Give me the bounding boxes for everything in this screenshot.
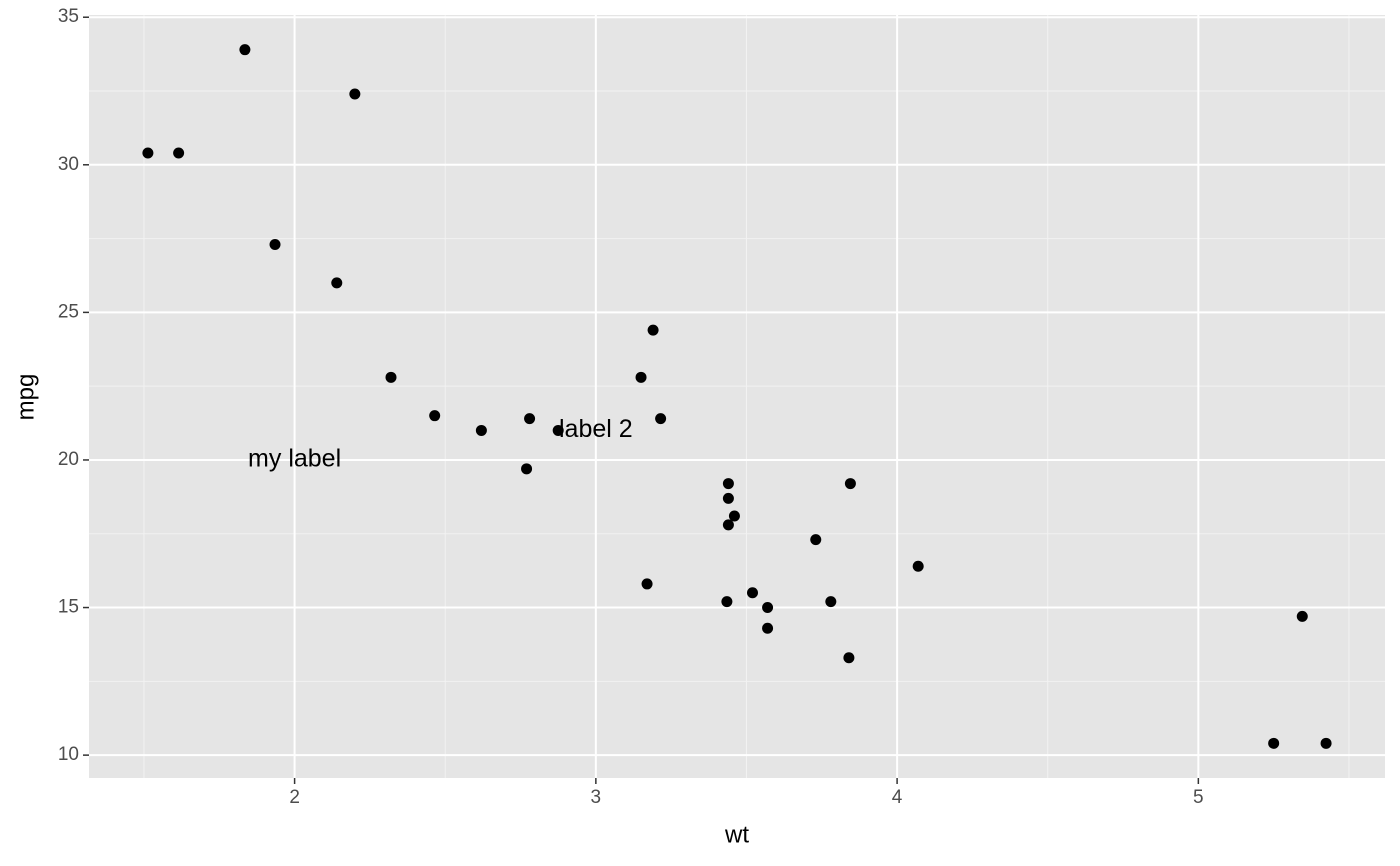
point [331,277,343,289]
point [641,578,653,590]
panel [89,15,1385,778]
point [1296,610,1308,622]
annotation: label 2 [559,415,633,443]
point [635,371,647,383]
point [825,596,837,608]
point [524,413,536,425]
point [429,410,441,422]
y-tick-label: 30 [58,154,79,175]
point [721,596,733,608]
point [746,587,758,599]
x-tick-label: 3 [591,787,602,808]
point [810,534,822,546]
y-tick-label: 15 [58,597,79,618]
x-axis-title: wt [724,821,749,848]
point [142,147,154,159]
y-tick-label: 20 [58,449,79,470]
point [762,622,774,634]
point [1268,737,1280,749]
point [173,147,185,159]
point [1320,737,1332,749]
point [269,238,281,250]
x-tick-label: 4 [892,787,903,808]
point [728,510,740,522]
point [762,602,774,614]
y-axis-title: mpg [12,374,39,421]
point [385,371,397,383]
point [521,463,533,475]
point [349,88,361,100]
annotation: my label [248,445,341,473]
point [843,652,855,664]
x-tick-label: 5 [1193,787,1204,808]
y-tick-label: 10 [58,744,79,765]
point [912,560,924,572]
y-tick-label: 35 [58,6,79,27]
point [475,424,487,436]
x-tick-label: 2 [289,787,300,808]
point [844,478,856,490]
point [647,324,659,336]
point [552,424,564,436]
point [722,478,734,490]
point [655,413,667,425]
point [239,44,251,56]
y-tick-label: 25 [58,301,79,322]
point [722,492,734,504]
point [722,519,734,531]
